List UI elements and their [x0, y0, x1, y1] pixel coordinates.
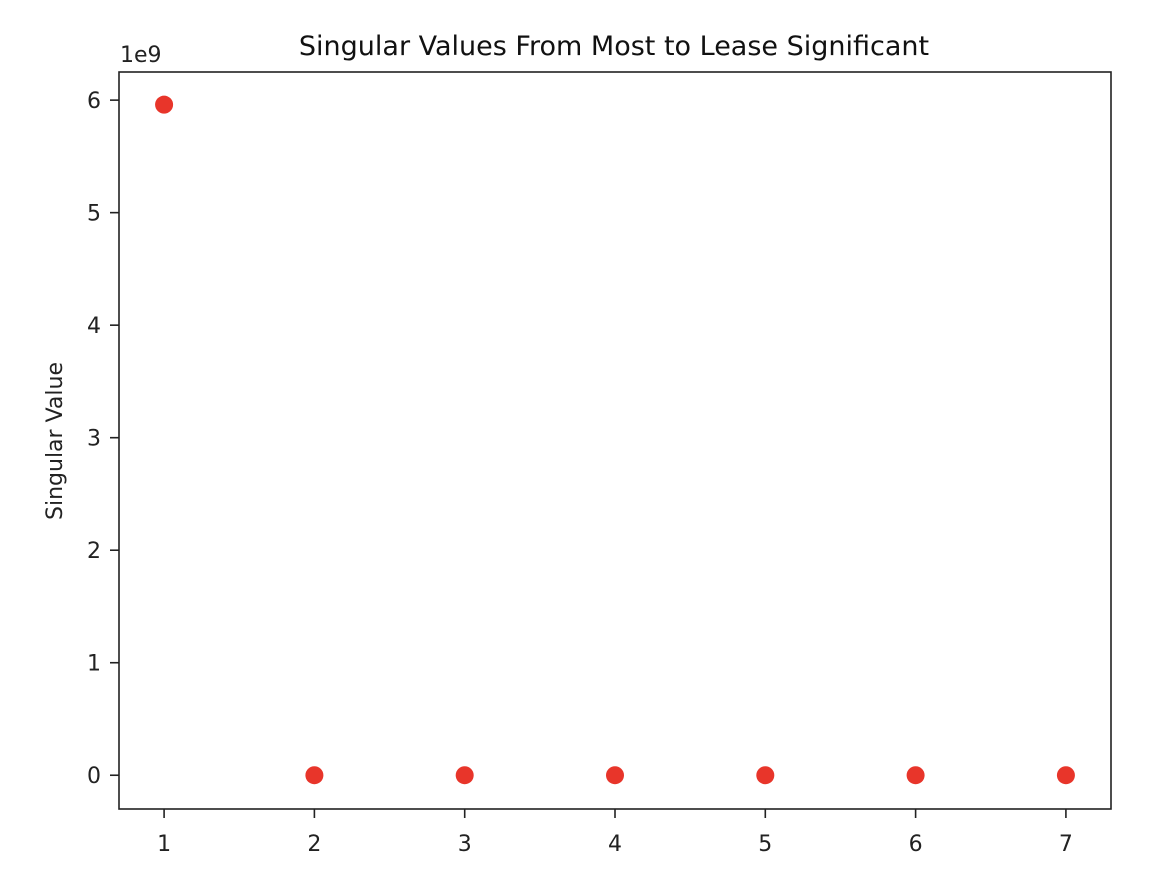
x-tick-label: 5	[758, 832, 772, 857]
x-tick-label: 3	[458, 832, 472, 857]
data-point	[906, 766, 925, 785]
data-point	[606, 766, 624, 785]
y-tick-label: 4	[87, 314, 101, 339]
x-tick-label: 6	[909, 832, 923, 857]
y-tick-label: 6	[87, 89, 101, 114]
y-tick-label: 1	[87, 652, 101, 677]
data-points	[155, 95, 1075, 785]
y-tick-label: 0	[87, 764, 101, 789]
y-tick-label: 3	[87, 427, 101, 452]
y-axis-offset-label: 1e9	[120, 43, 162, 68]
x-axis-ticks: 1 2 3 4 5 6 7	[157, 809, 1073, 857]
data-point	[1056, 766, 1075, 785]
x-tick-label: 2	[307, 832, 321, 857]
y-axis-ticks: 0 1 2 3 4 5 6	[87, 89, 119, 789]
data-point	[155, 95, 174, 114]
y-tick-label: 5	[87, 202, 101, 227]
chart-title: Singular Values From Most to Lease Signi…	[299, 31, 929, 62]
data-point	[305, 766, 324, 785]
plot-frame	[118, 71, 1112, 810]
data-point	[756, 766, 775, 785]
x-tick-label: 4	[608, 832, 622, 857]
data-point	[455, 766, 474, 785]
x-tick-label: 1	[157, 832, 171, 857]
y-tick-label: 2	[87, 539, 101, 564]
y-axis-label: Singular Value	[43, 362, 68, 520]
x-tick-label: 7	[1059, 832, 1073, 857]
